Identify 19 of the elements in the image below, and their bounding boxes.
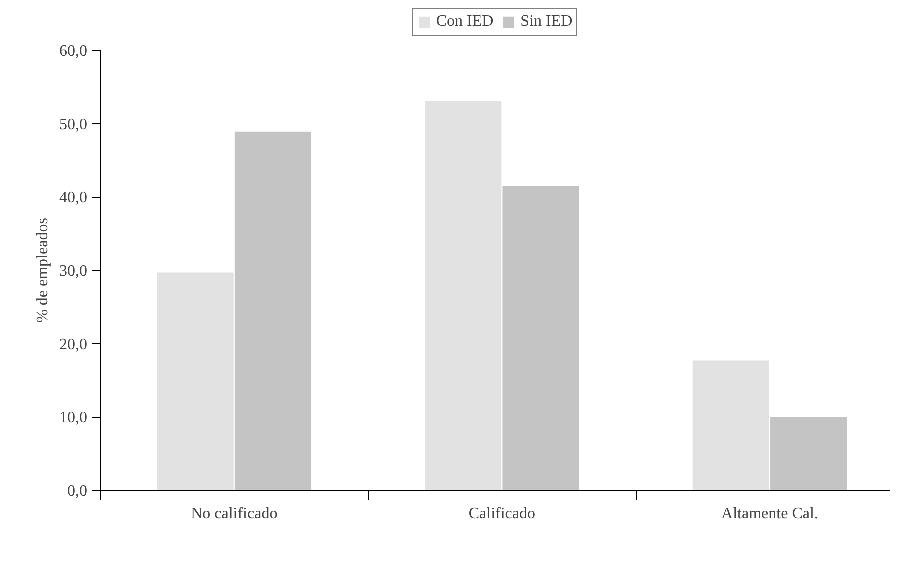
bar xyxy=(157,272,234,490)
y-tick-label: 30,0 xyxy=(60,263,88,280)
y-tick-label: 60,0 xyxy=(60,43,88,60)
x-tick-label: Altamente Cal. xyxy=(722,506,818,522)
bar xyxy=(234,132,312,490)
y-tick-label: 10,0 xyxy=(60,410,88,427)
x-tick-label: No calificado xyxy=(191,506,278,522)
legend-label: Sin IED xyxy=(520,13,573,31)
bar xyxy=(770,417,848,490)
y-axis-title: % de empleados xyxy=(34,218,52,323)
y-tick-label: 40,0 xyxy=(60,190,88,207)
legend-label: Con IED xyxy=(436,13,494,31)
bar xyxy=(502,186,580,490)
y-tick-label: 20,0 xyxy=(60,336,88,354)
bar xyxy=(692,360,770,490)
y-tick-label: 50,0 xyxy=(60,116,88,134)
x-tick-label: Calificado xyxy=(468,506,536,522)
bar xyxy=(425,101,502,490)
y-tick-label: 0,0 xyxy=(68,483,88,500)
